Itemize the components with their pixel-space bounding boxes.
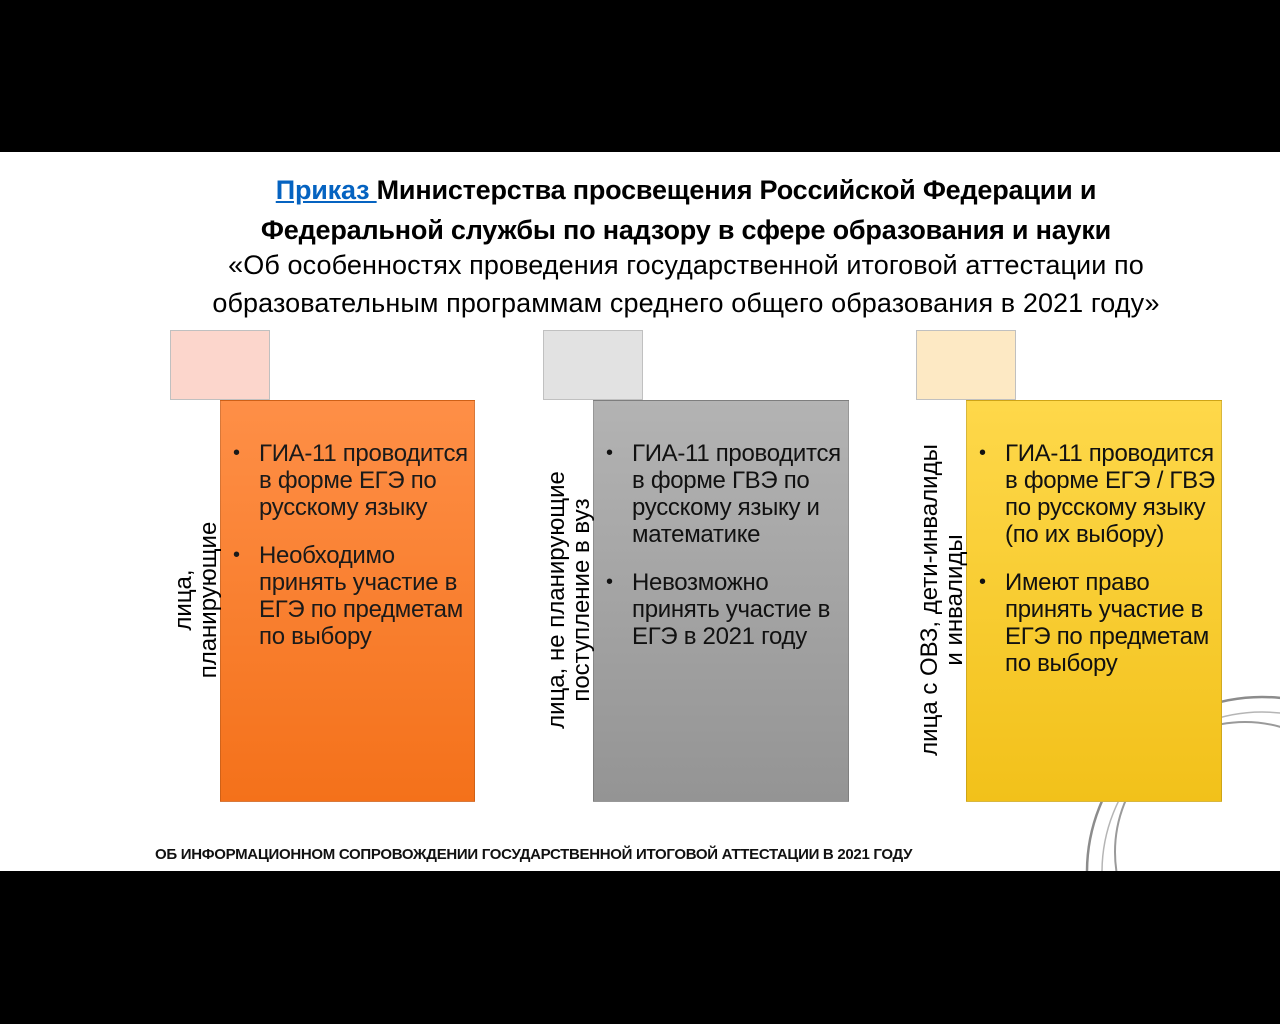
title-line-1: Приказ Министерства просвещения Российск… (96, 170, 1276, 210)
card-tab (916, 330, 1016, 400)
card-category-label: лица с ОВЗ, дети-инвалиды и инвалиды (916, 400, 968, 800)
list-item: • Имеют право принять участие в ЕГЭ по пр… (979, 569, 1209, 677)
title-line-2: Федеральной службы по надзору в сфере об… (260, 215, 1112, 245)
category-line-2: и инвалиды (941, 534, 968, 666)
card-category-label: лица, не планирующие поступление в вуз (543, 400, 595, 800)
category-line-2: планирующие (195, 521, 222, 679)
card-panel (593, 400, 849, 802)
bullet-icon: • (606, 442, 613, 464)
card-bullets: • ГИА-11 проводится в форме ЕГЭ / ГВЭ по … (979, 440, 1219, 698)
category-line-2: поступление в вуз (568, 498, 595, 702)
slide: Приказ Министерства просвещения Российск… (0, 152, 1280, 871)
bullet-icon: • (233, 442, 240, 464)
card-category-label: лица, планирующие (170, 400, 222, 800)
category-line-1: лица, (170, 569, 197, 631)
category-line-1: лица с ОВЗ, дети-инвалиды (916, 444, 943, 756)
card-panel (220, 400, 475, 802)
card-bullets: • ГИА-11 проводится в форме ЕГЭ по русско… (233, 440, 473, 671)
subtitle-line-2: образовательным программам среднего обще… (212, 288, 1160, 318)
card-panel (966, 400, 1222, 802)
slide-footer: ОБ ИНФОРМАЦИОННОМ СОПРОВОЖДЕНИИ ГОСУДАРС… (155, 846, 913, 863)
list-item: • ГИА-11 проводится в форме ЕГЭ по русско… (233, 440, 468, 521)
card-tab (170, 330, 270, 400)
card-bullets: • ГИА-11 проводится в форме ГВЭ по русско… (606, 440, 846, 671)
list-item: • Необходимо принять участие в ЕГЭ по пре… (233, 542, 463, 650)
category-line-1: лица, не планирующие (543, 471, 570, 729)
bullet-icon: • (606, 571, 613, 593)
slide-subtitle: «Об особенностях проведения государствен… (96, 246, 1276, 322)
subtitle-line-1: «Об особенностях проведения государствен… (228, 250, 1144, 280)
slide-title: Приказ Министерства просвещения Российск… (96, 170, 1276, 250)
bullet-icon: • (979, 571, 986, 593)
title-line-1-text: Министерства просвещения Российской Феде… (376, 175, 1097, 205)
bullet-icon: • (979, 442, 986, 464)
card-tab (543, 330, 643, 400)
bullet-icon: • (233, 544, 240, 566)
list-item: • Невозможно принять участие в ЕГЭ в 2021… (606, 569, 831, 650)
list-item: • ГИА-11 проводится в форме ЕГЭ / ГВЭ по … (979, 440, 1215, 548)
order-link[interactable]: Приказ (275, 175, 377, 205)
list-item: • ГИА-11 проводится в форме ГВЭ по русско… (606, 440, 841, 548)
